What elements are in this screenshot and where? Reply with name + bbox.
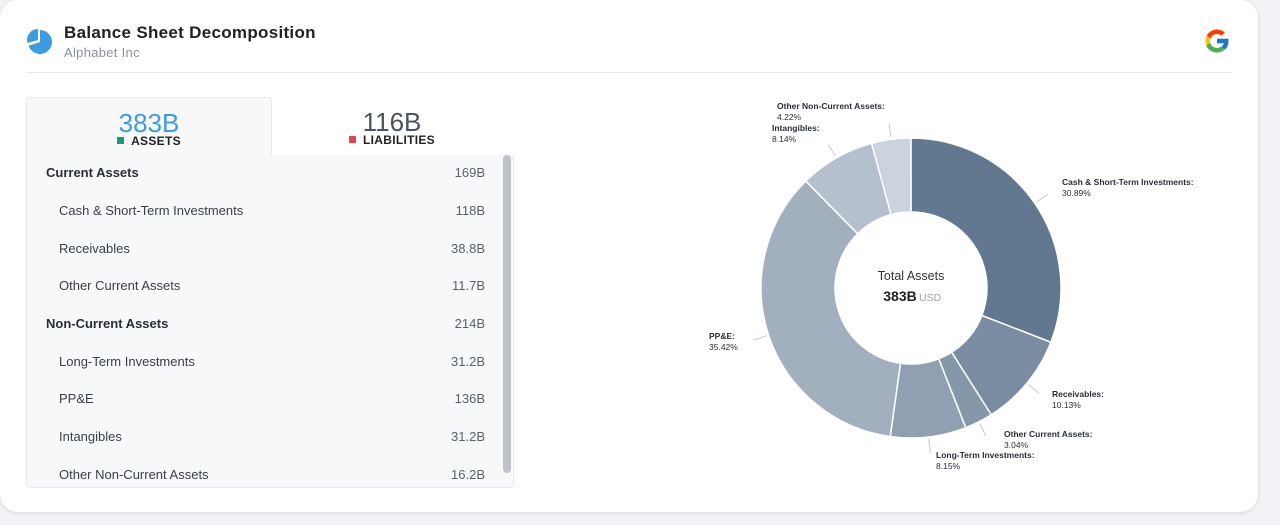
slice-label-intangibles: Intangibles: [772,123,820,133]
slice-percent-long-term-investments: 8.15% [936,461,961,471]
slice-label-cash-short-term-investments: Cash & Short-Term Investments: [1062,177,1194,187]
slice-label-pp-e: PP&E: [709,331,735,341]
row-value: 31.2B [451,354,485,369]
pie-chart-icon [26,28,53,54]
list-group-current-assets[interactable]: Current Assets 169B [27,155,495,193]
row-value: 38.8B [451,241,485,256]
slice-percent-pp-e: 35.42% [709,342,738,352]
row-label: Intangibles [59,429,122,444]
center-unit: USD [919,292,942,304]
google-icon [1205,29,1230,53]
row-label: Non-Current Assets [46,316,169,331]
tab-assets[interactable]: 383B ASSETS [26,97,272,156]
tab-liabilities[interactable]: 116B LIABILITIES [270,97,514,155]
row-label: Long-Term Investments [59,354,195,369]
card-header: Balance Sheet Decomposition Alphabet Inc [26,22,1232,73]
slice-percent-other-non-current-assets: 4.22% [777,112,802,122]
row-value: 11.7B [451,278,485,293]
leader-line-receivables [1028,384,1040,394]
leader-line-other-current-assets [979,423,987,437]
row-label: Other Non-Current Assets [59,467,209,482]
liabilities-total: 116B [362,107,422,137]
assets-label-text: ASSETS [131,134,181,148]
slice-label-long-term-investments: Long-Term Investments: [936,450,1035,460]
breakdown-panel: 383B ASSETS 116B LIABILITIES Current Ass… [26,97,514,489]
balance-sheet-card: Balance Sheet Decomposition Alphabet Inc… [0,0,1258,512]
assets-tab-label: ASSETS [27,134,271,148]
row-value: 136B [454,391,485,406]
scrollbar[interactable] [503,155,511,473]
slice-label-other-current-assets: Other Current Assets: [1004,429,1093,439]
center-value: 383B [883,288,916,304]
list-item-other-current-assets[interactable]: Other Current Assets 11.7B [27,268,495,306]
liabilities-legend-square [349,136,357,143]
row-label: PP&E [59,391,94,406]
slice-percent-receivables: 10.13% [1052,400,1081,410]
row-value: 118B [455,203,485,218]
scrollbar-thumb[interactable] [503,155,511,473]
leader-line-intangibles [827,143,836,157]
slice-label-receivables: Receivables: [1052,389,1104,399]
list-item-cash[interactable]: Cash & Short-Term Investments 118B [27,193,495,231]
asset-list: Current Assets 169B Cash & Short-Term In… [26,155,514,488]
liabilities-label-text: LIABILITIES [363,133,435,147]
row-value: 214B [454,316,485,331]
donut-chart-svg: Cash & Short-Term Investments:30.89% Rece… [709,101,1194,471]
slice-cash-short-term-investments[interactable] [910,137,1062,344]
slice-other-non-current-assets[interactable] [870,137,912,216]
slice-label-other-non-current-assets: Other Non-Current Assets: [777,101,885,111]
leader-line-long-term-investments [928,438,931,453]
row-label: Receivables [59,241,130,256]
donut-chart: Cash & Short-Term Investments: 30.89% Rece… [690,92,1210,492]
list-item-long-term-investments[interactable]: Long-Term Investments 31.2B [27,344,495,382]
slice-percent-intangibles: 8.14% [772,134,797,144]
list-item-ppe[interactable]: PP&E 136B [27,381,495,419]
row-value: 16.2B [451,467,485,482]
page-subtitle: Alphabet Inc [64,45,140,60]
leader-line-cash-short-term-investments [1036,193,1049,203]
row-label: Current Assets [46,165,139,180]
page-title: Balance Sheet Decomposition [64,23,316,42]
list-item-intangibles[interactable]: Intangibles 31.2B [27,419,495,457]
list-item-receivables[interactable]: Receivables 38.8B [27,231,495,269]
list-item-other-non-current-assets[interactable]: Other Non-Current Assets 16.2B [27,457,495,487]
assets-total: 383B [118,108,180,138]
row-value: 31.2B [451,429,485,444]
row-label: Cash & Short-Term Investments [59,203,244,218]
assets-legend-square [117,137,125,144]
leader-line-other-non-current-assets [888,123,892,138]
row-label: Other Current Assets [59,278,181,293]
center-title: Total Assets [878,269,945,283]
leader-line-pp-e [753,335,767,341]
slice-percent-cash-short-term-investments: 30.89% [1062,188,1091,198]
liabilities-tab-label: LIABILITIES [270,133,514,147]
list-group-non-current-assets[interactable]: Non-Current Assets 214B [27,306,495,344]
slice-pp-e[interactable] [760,180,902,438]
row-value: 169B [454,165,485,180]
slice-percent-other-current-assets: 3.04% [1004,440,1029,450]
